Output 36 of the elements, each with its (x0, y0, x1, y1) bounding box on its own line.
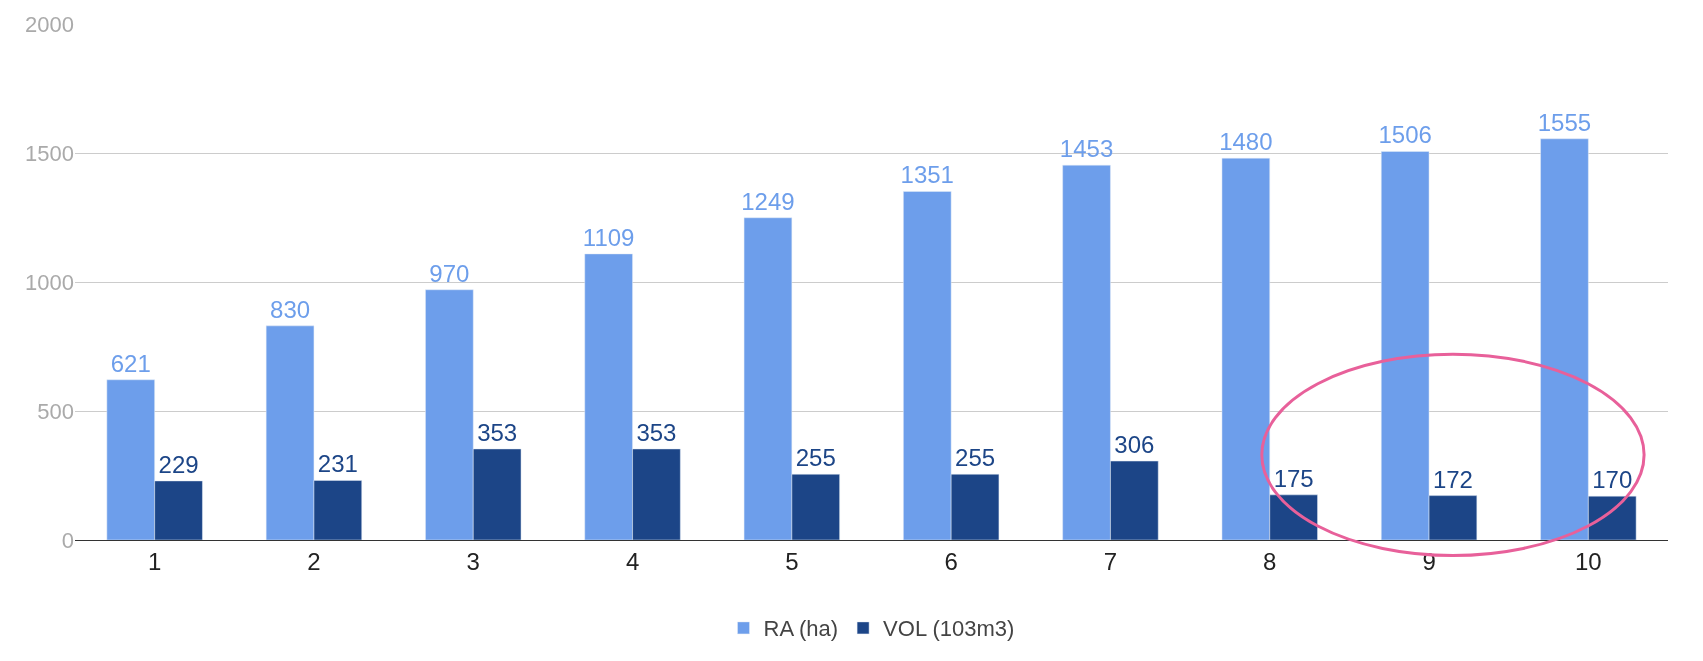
data-label: 1506 (1378, 121, 1432, 149)
data-label: 830 (270, 295, 311, 323)
x-tick-label: 5 (785, 547, 799, 575)
data-label: 1555 (1537, 108, 1592, 136)
x-tick-label: 1 (147, 547, 162, 575)
data-label: 1480 (1219, 128, 1273, 156)
data-label: 170 (1592, 466, 1633, 494)
y-tick-label: 500 (37, 398, 74, 424)
legend-label: RA (ha) (763, 616, 839, 642)
y-tick-label: 1000 (25, 269, 74, 295)
x-tick-label: 3 (466, 547, 480, 575)
data-label: 970 (429, 259, 470, 287)
data-label: 172 (1432, 465, 1473, 493)
data-label: 231 (317, 450, 358, 478)
data-label: 306 (1114, 431, 1155, 459)
data-label: 1453 (1059, 135, 1114, 163)
data-label: 1249 (741, 187, 795, 215)
x-tick-label: 10 (1575, 547, 1602, 575)
data-label: 255 (795, 444, 836, 472)
data-label: 1351 (900, 161, 954, 189)
y-tick-label: 2000 (25, 11, 74, 37)
data-label: 1109 (582, 223, 635, 251)
x-tick-label: 6 (944, 547, 958, 575)
x-tick-label: 2 (307, 547, 321, 575)
y-tick-label: 0 (61, 527, 74, 553)
y-tick-label: 1500 (25, 140, 74, 166)
data-label: 353 (477, 418, 518, 446)
data-label: 353 (636, 418, 677, 446)
x-tick-label: 4 (625, 547, 640, 575)
data-label: 621 (110, 349, 151, 377)
data-label: 229 (158, 450, 199, 478)
data-label: 175 (1273, 464, 1314, 492)
x-tick-label: 8 (1263, 547, 1277, 575)
legend-label: VOL (103m3) (883, 616, 1015, 642)
x-tick-label: 7 (1103, 547, 1118, 575)
data-label: 255 (955, 444, 996, 472)
